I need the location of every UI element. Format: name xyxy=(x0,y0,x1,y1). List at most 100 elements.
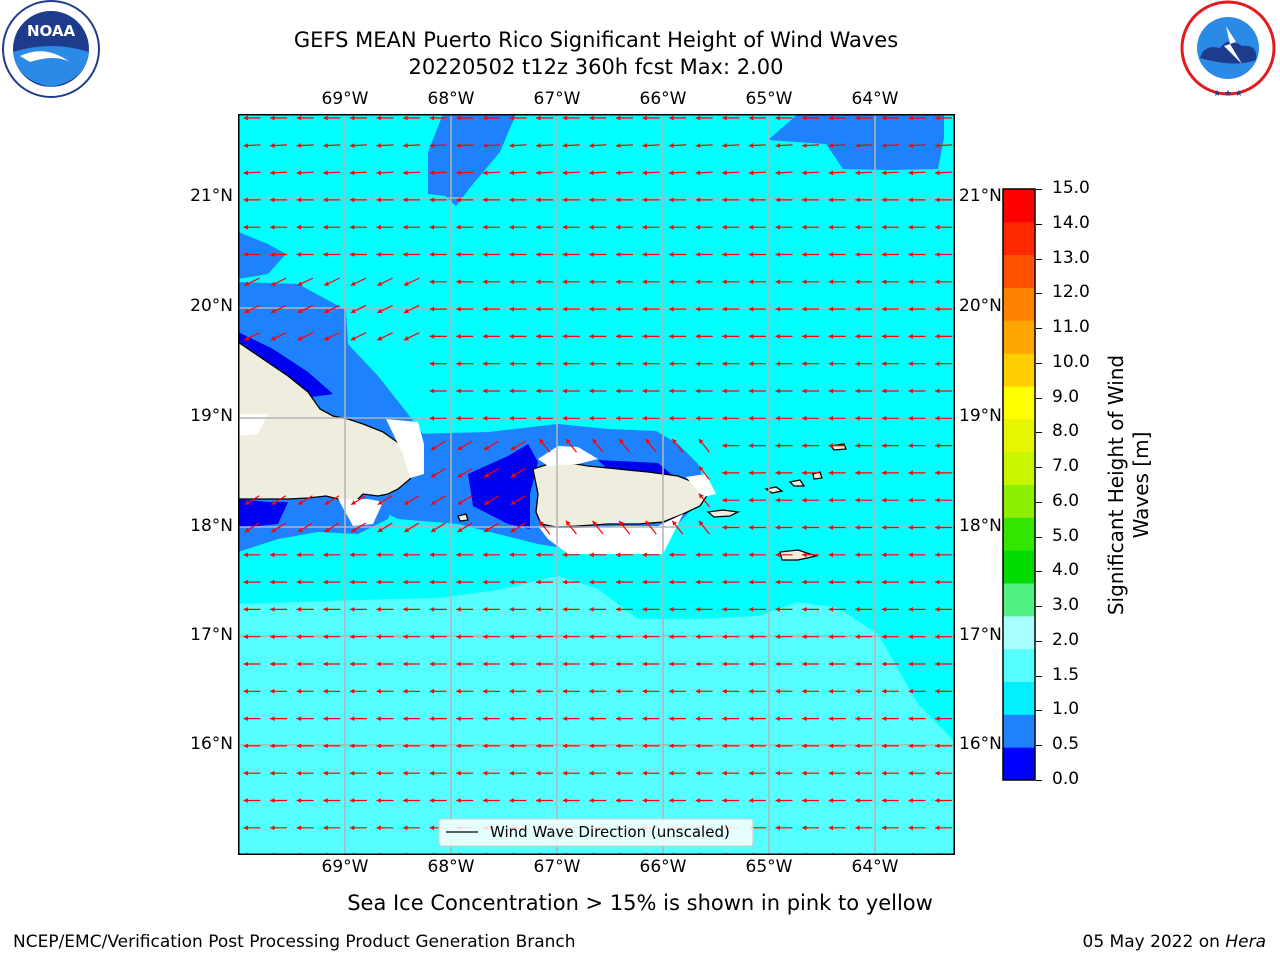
wave-direction-arrowhead xyxy=(908,170,914,176)
wave-direction-arrowhead xyxy=(748,115,754,121)
wave-direction-arrowhead xyxy=(855,798,860,803)
wave-direction-arrowhead xyxy=(536,743,541,749)
wave-direction-arrowhead xyxy=(456,743,461,749)
wave-direction-arrowhead xyxy=(509,279,514,285)
wave-direction-arrowhead xyxy=(775,716,780,721)
wave-direction-arrowhead xyxy=(828,388,834,394)
colorbar-tick-mark xyxy=(1036,606,1042,608)
wave-direction-arrowhead xyxy=(536,334,541,339)
wave-direction-arrowhead xyxy=(828,743,834,749)
wave-direction-arrowhead xyxy=(376,688,381,694)
wave-direction-arrowhead xyxy=(536,716,541,721)
wave-direction-arrowhead xyxy=(482,334,488,339)
wave-direction-arrowhead xyxy=(802,224,807,230)
wave-direction-arrowhead xyxy=(615,688,621,694)
wave-direction-arrowhead xyxy=(429,415,435,421)
wave-direction-arrowhead xyxy=(881,143,887,148)
wave-direction-arrowhead xyxy=(642,252,647,257)
wave-direction-arrowhead xyxy=(324,336,330,341)
wave-direction-arrowhead xyxy=(589,688,594,694)
footer-date-text: 05 May 2022 on xyxy=(1082,932,1226,952)
wave-direction-arrowhead xyxy=(855,143,860,148)
wave-direction-arrowhead xyxy=(509,743,514,749)
wave-direction-arrowhead xyxy=(589,143,594,148)
wave-direction-arrowhead xyxy=(349,716,355,721)
wave-direction-arrowhead xyxy=(482,798,488,803)
colorbar-tick-mark xyxy=(1036,571,1042,573)
wave-direction-arrowhead xyxy=(565,520,571,526)
colorbar-tick-mark xyxy=(1036,501,1042,503)
wave-direction-arrowhead xyxy=(509,716,514,721)
wave-direction-arrowhead xyxy=(748,470,754,476)
wave-direction-arrowhead xyxy=(855,607,860,612)
wave-direction-arrowhead xyxy=(672,438,677,444)
wave-direction-arrowhead xyxy=(881,361,887,367)
wave-direction-arrowhead xyxy=(456,415,461,421)
wave-direction-arrowhead xyxy=(722,770,727,776)
wave-direction-arrowhead xyxy=(802,279,807,285)
colorbar-tick-label: 12.0 xyxy=(1052,282,1090,303)
lat-label-right-17n: 17°N xyxy=(959,625,1002,645)
wave-direction-arrowhead xyxy=(297,527,303,532)
wave-direction-arrowhead xyxy=(695,224,701,230)
wave-direction-arrowhead xyxy=(403,661,408,667)
wave-direction-arrowhead xyxy=(243,252,248,257)
wave-direction-arrowhead xyxy=(828,279,834,285)
wave-direction-arrowhead xyxy=(589,770,594,776)
wave-direction-arrowhead xyxy=(509,634,514,640)
wave-direction-arrowhead xyxy=(775,443,780,448)
wave-direction-arrowhead xyxy=(536,115,541,121)
wave-direction-arrowhead xyxy=(429,798,435,803)
wave-direction-arrowhead xyxy=(484,445,490,451)
wave-direction-arrowhead xyxy=(376,579,381,585)
wave-direction-arrowhead xyxy=(855,170,860,176)
wave-direction-arrowhead xyxy=(536,634,541,640)
wave-direction-arrowhead xyxy=(695,143,701,148)
wave-direction-arrowhead xyxy=(828,770,834,776)
wave-direction-arrowhead xyxy=(802,388,807,394)
wave-direction-arrowhead xyxy=(669,634,674,640)
lon-label-bottom-66w: 66°W xyxy=(639,857,687,877)
wave-direction-arrowhead xyxy=(748,197,754,203)
wave-direction-arrowhead xyxy=(270,607,275,612)
wave-direction-arrowhead xyxy=(828,443,834,448)
wave-direction-arrowhead xyxy=(562,798,568,803)
wave-direction-arrowhead xyxy=(722,197,727,203)
wave-direction-arrowhead xyxy=(748,334,754,339)
wave-direction-arrowhead xyxy=(881,470,887,476)
wave-direction-arrowhead xyxy=(429,716,435,721)
wave-direction-arrowhead xyxy=(509,579,514,585)
wave-direction-arrowhead xyxy=(376,143,382,148)
wave-direction-arrowhead xyxy=(482,115,488,121)
wave-direction-arrowhead xyxy=(243,716,248,721)
wave-direction-arrowhead xyxy=(775,497,780,503)
wave-direction-arrowhead xyxy=(722,306,727,312)
wave-direction-arrowhead xyxy=(828,634,834,640)
wave-direction-arrowhead xyxy=(323,661,328,667)
wave-direction-arrowhead xyxy=(323,770,328,776)
wave-direction-arrowhead xyxy=(669,279,674,285)
wave-direction-arrowhead xyxy=(589,388,594,394)
wave-direction-arrowhead xyxy=(589,579,594,585)
wave-direction-arrowhead xyxy=(855,552,860,558)
wave-direction-arrowhead xyxy=(695,770,701,776)
wave-direction-arrowhead xyxy=(615,279,621,285)
wave-direction-arrowhead xyxy=(619,520,624,526)
wave-direction-arrowhead xyxy=(935,115,940,121)
wave-direction-arrowhead xyxy=(748,634,754,640)
wave-direction-arrowhead xyxy=(243,143,249,148)
wave-direction-arrowhead xyxy=(775,252,780,257)
wave-direction-arrowhead xyxy=(855,470,860,476)
wave-direction-arrowhead xyxy=(615,716,621,721)
wave-direction-arrowhead xyxy=(457,527,463,532)
wave-direction-arrowhead xyxy=(748,661,754,667)
wave-direction-arrowhead xyxy=(429,115,435,121)
wave-direction-arrowhead xyxy=(748,143,754,148)
wave-direction-arrowhead xyxy=(881,661,887,667)
wave-direction-arrowhead xyxy=(748,688,754,694)
wave-direction-arrowhead xyxy=(775,798,780,803)
wave-direction-arrowhead xyxy=(695,388,701,394)
wave-direction-arrowhead xyxy=(698,520,704,526)
wave-direction-arrowhead xyxy=(323,688,328,694)
wave-direction-arrowhead xyxy=(722,607,727,612)
